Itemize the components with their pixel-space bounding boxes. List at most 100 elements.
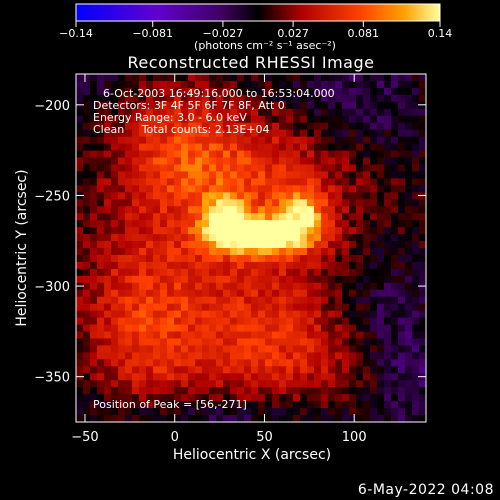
heatmap-cell xyxy=(90,171,98,179)
heatmap-cell xyxy=(251,261,259,270)
heatmap-cell xyxy=(97,289,105,298)
heatmap-cell xyxy=(139,192,147,200)
heatmap-cell xyxy=(391,303,399,312)
heatmap-cell xyxy=(104,338,112,347)
heatmap-cell xyxy=(286,331,294,340)
heatmap-cell xyxy=(97,220,105,228)
heatmap-cell xyxy=(293,352,301,360)
heatmap-cell xyxy=(293,136,301,145)
heatmap-cell xyxy=(300,380,308,388)
heatmap-cell xyxy=(146,241,154,249)
colorbar: −0.14 −0.081 −0.027 0.027 0.081 0.14 (photons… xyxy=(59,3,452,52)
heatmap-cell xyxy=(174,387,182,395)
heatmap-cell xyxy=(293,310,301,319)
heatmap-cell xyxy=(293,331,301,340)
heatmap-cell xyxy=(412,359,420,367)
heatmap-cell xyxy=(412,275,420,284)
heatmap-cell xyxy=(356,129,364,138)
heatmap-cell xyxy=(104,331,112,340)
heatmap-cell xyxy=(118,87,126,96)
heatmap-cell xyxy=(125,366,133,374)
heatmap-cell xyxy=(412,150,420,159)
heatmap-cell xyxy=(160,345,168,353)
heatmap-cell xyxy=(321,171,329,179)
heatmap-cell xyxy=(279,164,287,173)
heatmap-cell xyxy=(265,394,273,402)
heatmap-cell xyxy=(188,380,196,388)
heatmap-cell xyxy=(139,324,147,333)
heatmap-cell xyxy=(272,178,280,186)
heatmap-cell xyxy=(314,248,322,256)
heatmap-cell xyxy=(167,261,175,270)
y-tick-label: −250 xyxy=(34,189,70,204)
heatmap-cell xyxy=(398,94,406,103)
heatmap-cell xyxy=(202,115,210,124)
heatmap-cell xyxy=(139,401,147,409)
heatmap-cell xyxy=(202,338,210,347)
heatmap-cell xyxy=(419,282,426,291)
heatmap-cell xyxy=(76,101,84,110)
heatmap-cell xyxy=(293,213,301,221)
heatmap-cell xyxy=(279,254,287,263)
heatmap-cell xyxy=(398,213,406,221)
heatmap-cell xyxy=(160,415,168,422)
heatmap-cell xyxy=(307,261,315,270)
heatmap-cell xyxy=(76,108,84,117)
heatmap-cell xyxy=(272,136,280,145)
heatmap-cell xyxy=(181,317,189,326)
heatmap-cell xyxy=(251,331,259,340)
heatmap-cell xyxy=(314,296,322,305)
heatmap-cell xyxy=(328,261,336,270)
heatmap-cell xyxy=(209,394,217,402)
heatmap-cell xyxy=(104,248,112,256)
heatmap-cell xyxy=(181,136,189,145)
heatmap-cell xyxy=(265,136,273,145)
heatmap-cell xyxy=(272,282,280,291)
heatmap-cell xyxy=(363,206,371,214)
heatmap-cell xyxy=(342,122,350,131)
heatmap-cell xyxy=(377,101,385,110)
heatmap-cell xyxy=(216,373,224,381)
heatmap-cell xyxy=(349,136,357,145)
heatmap-cell xyxy=(146,234,154,242)
heatmap-cell xyxy=(314,74,322,82)
heatmap-cell xyxy=(223,282,231,291)
heatmap-cell xyxy=(342,401,350,409)
heatmap-cell xyxy=(167,220,175,228)
heatmap-cell xyxy=(300,345,308,353)
heatmap-cell xyxy=(321,122,329,131)
heatmap-cell xyxy=(244,101,252,110)
heatmap-cell xyxy=(90,143,98,152)
heatmap-cell xyxy=(104,164,112,173)
heatmap-cell xyxy=(174,87,182,96)
heatmap-cell xyxy=(244,317,252,326)
heatmap-cell xyxy=(363,164,371,173)
heatmap-cell xyxy=(377,359,385,367)
heatmap-cell xyxy=(335,248,343,256)
heatmap-cell xyxy=(153,254,161,263)
heatmap-cell xyxy=(139,164,147,173)
heatmap-cell xyxy=(83,129,91,138)
heatmap-cell xyxy=(90,157,98,166)
heatmap-cell xyxy=(272,74,280,82)
heatmap-cell xyxy=(76,178,84,186)
heatmap-cell xyxy=(342,171,350,179)
heatmap-cell xyxy=(160,408,168,416)
heatmap-cell xyxy=(412,129,420,138)
heatmap-cell xyxy=(90,101,98,110)
heatmap-cell xyxy=(244,80,252,89)
heatmap-cell xyxy=(349,87,357,96)
heatmap-cell xyxy=(419,206,426,214)
heatmap-cell xyxy=(384,122,392,131)
heatmap-cell xyxy=(76,261,84,270)
heatmap-cell xyxy=(104,136,112,145)
heatmap-cell xyxy=(230,415,238,422)
heatmap-cell xyxy=(237,164,245,173)
heatmap-cell xyxy=(195,359,203,367)
heatmap-cell xyxy=(230,108,238,117)
heatmap-cell xyxy=(272,373,280,381)
heatmap-cell xyxy=(181,359,189,367)
heatmap-cell xyxy=(230,206,238,214)
heatmap-cell xyxy=(202,241,210,249)
heatmap-cell xyxy=(188,296,196,305)
